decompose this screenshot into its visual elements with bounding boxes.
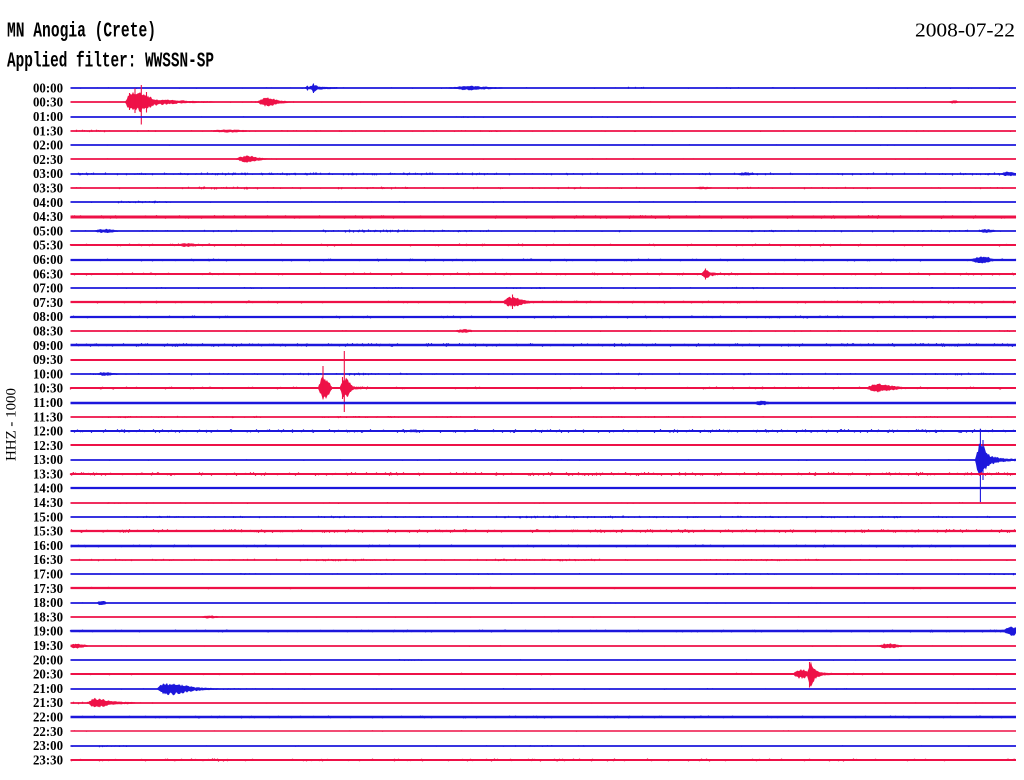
svg-text:10:00: 10:00 <box>33 366 63 381</box>
svg-text:20:00: 20:00 <box>33 652 63 667</box>
svg-text:14:30: 14:30 <box>33 495 63 510</box>
svg-text:14:00: 14:00 <box>33 481 63 496</box>
svg-text:22:30: 22:30 <box>33 724 63 739</box>
svg-text:06:30: 06:30 <box>33 266 63 281</box>
svg-text:01:30: 01:30 <box>33 123 63 138</box>
svg-text:21:00: 21:00 <box>33 681 63 696</box>
svg-text:23:30: 23:30 <box>33 752 63 767</box>
svg-text:18:30: 18:30 <box>33 609 63 624</box>
svg-text:05:00: 05:00 <box>33 223 63 238</box>
svg-text:19:30: 19:30 <box>33 638 63 653</box>
svg-text:15:30: 15:30 <box>33 524 63 539</box>
svg-text:20:30: 20:30 <box>33 667 63 682</box>
svg-text:05:30: 05:30 <box>33 238 63 253</box>
svg-text:04:30: 04:30 <box>33 209 63 224</box>
svg-text:08:00: 08:00 <box>33 309 63 324</box>
svg-text:22:00: 22:00 <box>33 710 63 725</box>
svg-text:17:30: 17:30 <box>33 581 63 596</box>
svg-text:02:00: 02:00 <box>33 138 63 153</box>
svg-text:19:00: 19:00 <box>33 624 63 639</box>
svg-text:12:00: 12:00 <box>33 424 63 439</box>
svg-text:00:30: 00:30 <box>33 95 63 110</box>
svg-text:12:30: 12:30 <box>33 438 63 453</box>
svg-text:23:00: 23:00 <box>33 738 63 753</box>
svg-text:21:30: 21:30 <box>33 695 63 710</box>
svg-text:01:00: 01:00 <box>33 109 63 124</box>
svg-text:07:00: 07:00 <box>33 281 63 296</box>
svg-text:HHZ - 1000: HHZ - 1000 <box>4 388 20 461</box>
svg-text:07:30: 07:30 <box>33 295 63 310</box>
svg-text:17:00: 17:00 <box>33 567 63 582</box>
svg-text:10:30: 10:30 <box>33 381 63 396</box>
svg-text:Applied filter: WWSSN-SP: Applied filter: WWSSN-SP <box>7 50 214 74</box>
svg-text:16:00: 16:00 <box>33 538 63 553</box>
svg-text:18:00: 18:00 <box>33 595 63 610</box>
svg-text:03:00: 03:00 <box>33 166 63 181</box>
svg-text:02:30: 02:30 <box>33 152 63 167</box>
svg-text:16:30: 16:30 <box>33 552 63 567</box>
svg-text:11:00: 11:00 <box>33 395 63 410</box>
svg-text:11:30: 11:30 <box>33 409 63 424</box>
svg-text:09:00: 09:00 <box>33 338 63 353</box>
svg-text:13:30: 13:30 <box>33 466 63 481</box>
svg-text:04:00: 04:00 <box>33 195 63 210</box>
svg-text:2008-07-22: 2008-07-22 <box>915 20 1015 42</box>
svg-text:08:30: 08:30 <box>33 324 63 339</box>
svg-text:09:30: 09:30 <box>33 352 63 367</box>
svg-text:03:30: 03:30 <box>33 181 63 196</box>
svg-text:MN Anogia (Crete): MN Anogia (Crete) <box>7 20 156 44</box>
svg-text:00:00: 00:00 <box>33 80 63 95</box>
svg-text:15:00: 15:00 <box>33 509 63 524</box>
svg-text:13:00: 13:00 <box>33 452 63 467</box>
svg-text:06:00: 06:00 <box>33 252 63 267</box>
